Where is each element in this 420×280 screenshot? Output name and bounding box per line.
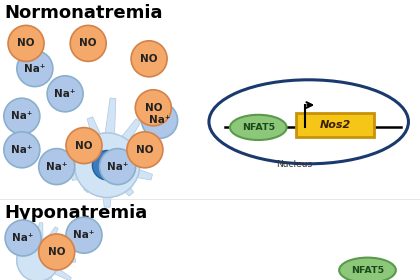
Text: Na⁺: Na⁺ (149, 115, 170, 125)
Polygon shape (114, 174, 134, 196)
Text: Nucleus: Nucleus (276, 160, 312, 169)
Text: NFAT5: NFAT5 (242, 123, 275, 132)
Text: NO: NO (48, 247, 66, 257)
Polygon shape (47, 240, 71, 258)
Ellipse shape (5, 220, 41, 256)
Ellipse shape (66, 217, 102, 253)
Ellipse shape (4, 132, 40, 168)
Polygon shape (40, 269, 58, 280)
Ellipse shape (66, 128, 102, 164)
Polygon shape (35, 223, 43, 248)
Ellipse shape (75, 133, 139, 197)
FancyBboxPatch shape (296, 113, 374, 137)
Polygon shape (121, 148, 147, 165)
Polygon shape (50, 256, 76, 265)
Text: Na⁺: Na⁺ (11, 111, 32, 121)
Polygon shape (75, 151, 93, 165)
Ellipse shape (4, 98, 40, 134)
Text: Na⁺: Na⁺ (11, 145, 32, 155)
Ellipse shape (142, 102, 178, 138)
Ellipse shape (209, 80, 408, 164)
Ellipse shape (70, 25, 106, 61)
Text: NO: NO (136, 145, 154, 155)
Text: NO: NO (79, 38, 97, 48)
Ellipse shape (92, 151, 122, 180)
Text: NO: NO (75, 141, 93, 151)
Ellipse shape (339, 258, 396, 280)
Ellipse shape (127, 132, 163, 168)
Polygon shape (112, 119, 141, 155)
Text: Normonatremia: Normonatremia (4, 4, 163, 22)
Polygon shape (78, 131, 100, 156)
Ellipse shape (75, 133, 139, 197)
Ellipse shape (230, 115, 287, 140)
Text: Na⁺: Na⁺ (55, 89, 76, 99)
Polygon shape (71, 166, 93, 181)
Text: Hyponatremia: Hyponatremia (4, 204, 147, 222)
Text: Nos2: Nos2 (319, 120, 351, 130)
Ellipse shape (39, 149, 75, 185)
Polygon shape (122, 164, 152, 180)
Ellipse shape (47, 76, 83, 112)
Polygon shape (87, 117, 107, 151)
Ellipse shape (39, 234, 75, 270)
Text: NO: NO (17, 38, 35, 48)
Polygon shape (47, 263, 71, 280)
Polygon shape (102, 182, 113, 207)
Ellipse shape (17, 51, 53, 87)
Text: Na⁺: Na⁺ (24, 64, 45, 74)
Polygon shape (103, 98, 116, 149)
Text: Na⁺: Na⁺ (74, 230, 94, 240)
Polygon shape (40, 227, 58, 252)
Text: NO: NO (140, 54, 158, 64)
Text: NO: NO (144, 103, 162, 113)
Text: Na⁺: Na⁺ (107, 162, 128, 172)
Text: Na⁺: Na⁺ (46, 162, 67, 172)
Ellipse shape (135, 90, 171, 126)
Text: Na⁺: Na⁺ (13, 233, 34, 243)
Ellipse shape (131, 41, 167, 77)
Ellipse shape (17, 239, 59, 280)
Polygon shape (84, 174, 100, 193)
Text: NFAT5: NFAT5 (351, 266, 384, 275)
Ellipse shape (17, 239, 59, 280)
Ellipse shape (100, 149, 136, 185)
Ellipse shape (8, 25, 44, 61)
